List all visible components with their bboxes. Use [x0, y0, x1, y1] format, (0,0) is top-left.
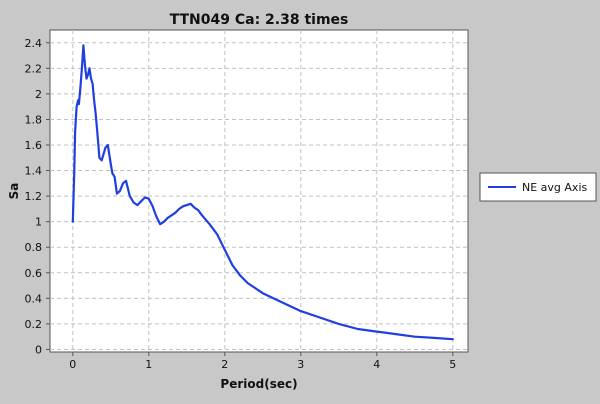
y-tick-label: 2.4	[25, 37, 43, 50]
x-tick-label: 0	[69, 358, 76, 371]
y-tick-label: 0.4	[25, 292, 43, 305]
series-layer	[71, 44, 454, 341]
x-tick-label: 2	[221, 358, 228, 371]
y-tick-label: 0	[35, 343, 42, 356]
x-tick-label: 4	[373, 358, 380, 371]
legend: NE avg Axis	[479, 172, 597, 202]
y-tick-label: 2	[35, 88, 42, 101]
x-tick-label: 5	[449, 358, 456, 371]
y-tick-label: 0.6	[25, 267, 43, 280]
y-tick-label: 2.2	[25, 62, 43, 75]
y-tick-label: 0.2	[25, 318, 43, 331]
x-axis-label: Period(sec)	[220, 377, 297, 391]
x-tick-label: 1	[145, 358, 152, 371]
y-tick-label: 0.8	[25, 241, 43, 254]
y-tick-label: 1	[35, 216, 42, 229]
y-tick-label: 1.4	[25, 165, 43, 178]
y-tick-label: 1.8	[25, 113, 43, 126]
chart-title: TTN049 Ca: 2.38 times	[170, 12, 349, 28]
axis-layer: 0 1 2 3 4 5 0 0.2 0.4 0.6 0.8 1 1.2 1.4 1.6 1.8 2 2.2 2.4	[25, 37, 457, 371]
y-axis-label: Sa	[7, 183, 21, 200]
y-tick-label: 1.6	[25, 139, 43, 152]
series-line-ne-avg-axis	[71, 44, 454, 341]
plot-area	[49, 29, 469, 353]
x-tick-label: 3	[297, 358, 304, 371]
y-tick-label: 1.2	[25, 190, 43, 203]
legend-label: NE avg Axis	[522, 181, 587, 194]
